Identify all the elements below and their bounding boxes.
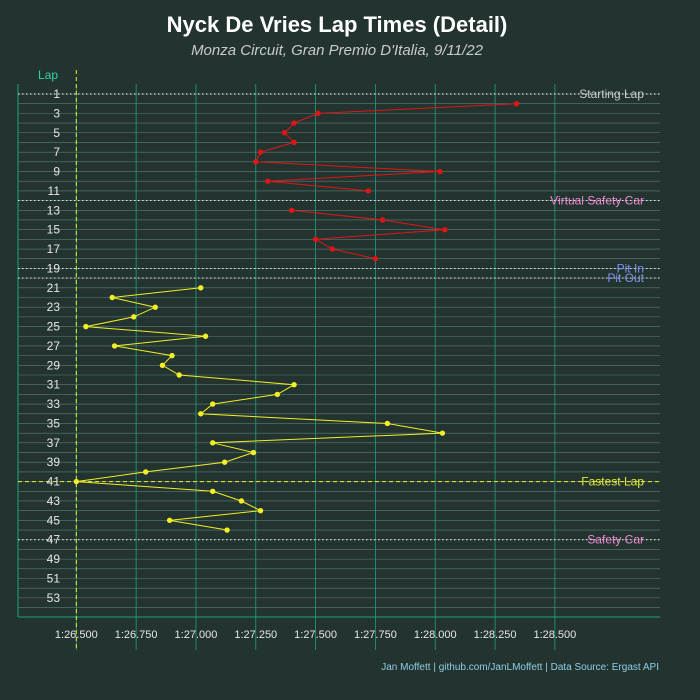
lap-time-point xyxy=(109,294,115,301)
lap-marker-label: Safety Car xyxy=(587,533,644,547)
lap-time-point xyxy=(281,130,288,136)
x-tick-label: 1:28.500 xyxy=(533,629,576,641)
chart-subtitle: Monza Circuit, Gran Premio D'Italia, 9/1… xyxy=(191,42,484,59)
lap-time-point xyxy=(288,207,295,213)
lap-time-point xyxy=(83,323,89,330)
lap-time-point xyxy=(439,430,446,436)
x-tick-label: 1:26.750 xyxy=(115,629,158,641)
lap-time-point xyxy=(265,178,271,184)
y-axis-label: Lap xyxy=(38,68,58,82)
lap-marker-label: Pit In xyxy=(617,261,644,275)
x-tick-label: 1:26.500 xyxy=(55,629,98,641)
y-tick-label: 41 xyxy=(47,475,61,489)
lap-time-point xyxy=(210,401,216,407)
lap-time-point xyxy=(274,391,281,398)
lap-time-point xyxy=(224,527,230,533)
lap-time-point xyxy=(257,507,264,514)
y-tick-label: 21 xyxy=(47,281,61,295)
lap-time-point xyxy=(291,382,297,388)
series-lines xyxy=(73,100,520,533)
y-tick-labels: 1357911131517192123252729313335373941434… xyxy=(47,87,61,605)
x-tick-labels: 1:26.500 1:26.750 1:27.000 1:27.250 1:27.500… xyxy=(55,629,576,641)
y-tick-label: 5 xyxy=(53,126,60,140)
lap-time-point xyxy=(198,411,204,417)
lap-time-point xyxy=(143,469,149,475)
lap-time-point xyxy=(202,333,209,339)
y-tick-label: 31 xyxy=(47,378,61,392)
lap-time-point xyxy=(169,352,175,359)
grid-lines xyxy=(17,84,660,650)
series-line xyxy=(76,287,443,531)
lap-time-point xyxy=(198,285,204,291)
lap-time-point xyxy=(312,236,319,243)
lap-time-point xyxy=(257,149,264,155)
y-tick-label: 47 xyxy=(47,533,61,547)
lap-time-point xyxy=(221,459,228,465)
y-tick-label: 53 xyxy=(47,591,61,605)
y-tick-label: 29 xyxy=(47,358,61,372)
lap-marker-label: Virtual Safety Car xyxy=(550,194,644,208)
lap-time-point xyxy=(437,168,443,175)
lap-time-point xyxy=(210,488,216,494)
y-tick-label: 11 xyxy=(48,184,61,198)
y-tick-label: 25 xyxy=(47,320,61,334)
y-tick-label: 13 xyxy=(47,203,61,217)
lap-time-point xyxy=(253,159,259,165)
series-line xyxy=(291,209,445,260)
y-tick-label: 7 xyxy=(53,145,60,159)
x-tick-label: 1:27.250 xyxy=(234,629,277,641)
lap-time-point xyxy=(329,246,336,252)
y-tick-label: 45 xyxy=(47,513,61,527)
lap-time-point xyxy=(372,256,379,262)
chart-caption: Jan Moffett | github.com/JanLMoffett | D… xyxy=(381,662,659,673)
lap-time-point xyxy=(238,498,245,504)
lap-marker-label: Fastest Lap xyxy=(581,475,644,489)
y-tick-label: 19 xyxy=(47,261,61,275)
series-line xyxy=(255,103,517,192)
y-tick-label: 23 xyxy=(47,300,61,314)
lap-time-point xyxy=(291,120,297,126)
lap-time-point xyxy=(73,478,80,485)
y-tick-label: 9 xyxy=(53,165,60,179)
lap-time-point xyxy=(384,420,391,427)
lap-time-point xyxy=(166,517,173,524)
lap-time-point xyxy=(379,217,386,223)
x-tick-label: 1:27.750 xyxy=(354,629,397,641)
y-tick-label: 51 xyxy=(47,572,61,586)
lap-time-point xyxy=(111,343,118,349)
lap-time-point xyxy=(513,100,520,107)
lap-time-point xyxy=(365,188,371,194)
lap-marker-label: Pit Out xyxy=(607,271,644,285)
lap-time-point xyxy=(159,362,166,369)
lap-time-point xyxy=(315,110,321,117)
y-tick-label: 33 xyxy=(47,397,61,411)
y-tick-label: 37 xyxy=(47,436,61,450)
lap-marker-label: Starting Lap xyxy=(579,87,644,101)
lap-time-point xyxy=(210,440,216,446)
lap-marker-lines: Starting Lap Virtual Safety Car Pit InPit … xyxy=(18,70,660,650)
y-tick-label: 15 xyxy=(47,223,61,237)
x-tick-label: 1:28.250 xyxy=(474,629,517,641)
y-tick-label: 1 xyxy=(53,87,60,101)
y-tick-label: 17 xyxy=(47,242,61,256)
y-tick-label: 49 xyxy=(47,552,61,566)
lap-time-point xyxy=(442,226,448,233)
chart-title: Nyck De Vries Lap Times (Detail) xyxy=(167,12,508,37)
y-tick-label: 35 xyxy=(47,416,61,430)
x-tick-label: 1:27.500 xyxy=(294,629,337,641)
y-tick-label: 43 xyxy=(47,494,61,508)
lap-time-point xyxy=(152,304,158,310)
x-tick-label: 1:28.000 xyxy=(414,629,457,641)
lap-time-point xyxy=(291,139,297,146)
x-tick-label: 1:27.000 xyxy=(175,629,218,641)
y-tick-label: 3 xyxy=(53,106,60,120)
y-tick-label: 27 xyxy=(47,339,61,353)
lap-time-point xyxy=(250,449,257,456)
lap-time-point xyxy=(176,372,182,378)
lap-time-point xyxy=(131,314,137,320)
y-tick-label: 39 xyxy=(47,455,61,469)
